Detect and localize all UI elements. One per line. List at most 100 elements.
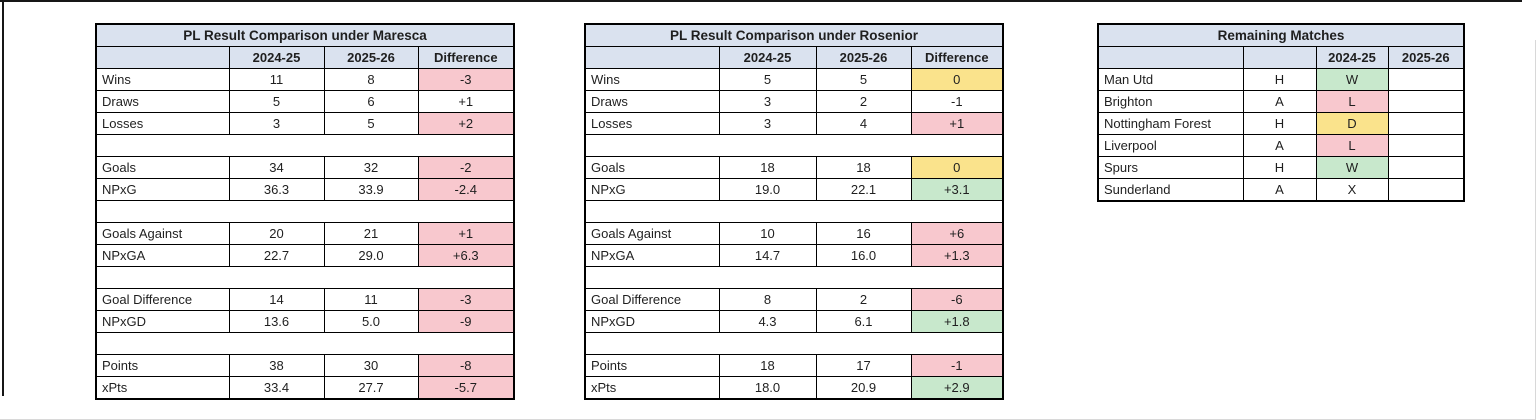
value-2025-26: 30: [323, 354, 419, 377]
table-row: Goals 34 32 -2: [95, 156, 515, 179]
value-2024-25: 20: [228, 222, 325, 245]
team-name: Sunderland: [1097, 178, 1244, 202]
team-name: Nottingham Forest: [1097, 112, 1244, 135]
result-2024-25: D: [1315, 112, 1389, 135]
table-row: Wins 11 8 -3: [95, 68, 515, 91]
difference-cell: -8: [417, 354, 515, 377]
value-2024-25: 18: [718, 156, 817, 179]
result-2025-26: [1387, 90, 1465, 113]
value-2025-26: 29.0: [323, 244, 419, 267]
value-2024-25: 3: [718, 90, 817, 113]
table-title: PL Result Comparison under Maresca: [95, 23, 515, 47]
value-2025-26: 11: [323, 288, 419, 311]
value-2025-26: 17: [815, 354, 912, 377]
table-row: NPxGD 13.6 5.0 -9: [95, 310, 515, 333]
row-label: Goal Difference: [95, 288, 230, 311]
column-header: 2025-26: [1387, 46, 1465, 69]
column-header: [95, 46, 230, 69]
result-2024-25: X: [1315, 178, 1389, 202]
value-2025-26: 33.9: [323, 178, 419, 201]
table-row: Goals Against 10 16 +6: [584, 222, 1004, 245]
remaining-matches-table: Remaining Matches 2024-25 2025-26 Man Utd H W…: [1097, 23, 1466, 202]
difference-cell: -2: [417, 156, 515, 179]
value-2024-25: 5: [228, 90, 325, 113]
frame-edge-top: [0, 0, 1522, 2]
result-2025-26: [1387, 134, 1465, 157]
value-2025-26: 8: [323, 68, 419, 91]
column-header-row: 2024-25 2025-26: [1097, 46, 1465, 69]
value-2024-25: 11: [228, 68, 325, 91]
difference-cell: -6: [910, 288, 1004, 311]
result-2024-25: W: [1315, 156, 1389, 179]
column-header: [1097, 46, 1244, 69]
column-header-row: 2024-25 2025-26 Difference: [95, 46, 515, 69]
value-2025-26: 4: [815, 112, 912, 135]
team-name: Spurs: [1097, 156, 1244, 179]
table-row: xPts 33.4 27.7 -5.7: [95, 376, 515, 400]
table-row: Sunderland A X: [1097, 178, 1465, 202]
row-label: Goals: [95, 156, 230, 179]
table-row: Draws 5 6 +1: [95, 90, 515, 113]
column-header: 2024-25: [228, 46, 325, 69]
table-row: Brighton A L: [1097, 90, 1465, 113]
table-row: Nottingham Forest H D: [1097, 112, 1465, 135]
difference-cell: +6: [910, 222, 1004, 245]
table-row: Spurs H W: [1097, 156, 1465, 179]
value-2024-25: 34: [228, 156, 325, 179]
value-2025-26: 27.7: [323, 376, 419, 400]
row-label: Losses: [95, 112, 230, 135]
row-label: Points: [95, 354, 230, 377]
row-label: Goals Against: [95, 222, 230, 245]
difference-cell: -1: [910, 90, 1004, 113]
difference-cell: -9: [417, 310, 515, 333]
row-label: NPxGD: [584, 310, 720, 333]
venue-cell: A: [1242, 90, 1317, 113]
venue-cell: H: [1242, 68, 1317, 91]
value-2025-26: 2: [815, 90, 912, 113]
difference-cell: -3: [417, 288, 515, 311]
table-row: Goals 18 18 0: [584, 156, 1004, 179]
result-2025-26: [1387, 156, 1465, 179]
value-2025-26: 6.1: [815, 310, 912, 333]
venue-cell: H: [1242, 156, 1317, 179]
spacer-row: [585, 333, 1003, 355]
table-title: Remaining Matches: [1097, 23, 1465, 47]
value-2025-26: 22.1: [815, 178, 912, 201]
value-2025-26: 5: [815, 68, 912, 91]
table-row: Points 18 17 -1: [584, 354, 1004, 377]
spacer-row: [96, 201, 514, 223]
rosenior-comparison-table: PL Result Comparison under Rosenior 2024-…: [584, 23, 1005, 400]
frame-edge-left: [2, 0, 4, 396]
value-2025-26: 32: [323, 156, 419, 179]
value-2025-26: 5: [323, 112, 419, 135]
value-2024-25: 14.7: [718, 244, 817, 267]
row-label: xPts: [584, 376, 720, 400]
row-label: Draws: [95, 90, 230, 113]
venue-cell: A: [1242, 134, 1317, 157]
table-row: Losses 3 4 +1: [584, 112, 1004, 135]
table-row: Goal Difference 14 11 -3: [95, 288, 515, 311]
table-row: NPxGD 4.3 6.1 +1.8: [584, 310, 1004, 333]
difference-cell: 0: [910, 68, 1004, 91]
maresca-comparison-table: PL Result Comparison under Maresca 2024-2…: [95, 23, 516, 400]
table-row: Draws 3 2 -1: [584, 90, 1004, 113]
value-2025-26: 21: [323, 222, 419, 245]
row-label: NPxG: [95, 178, 230, 201]
difference-cell: +6.3: [417, 244, 515, 267]
venue-cell: A: [1242, 178, 1317, 202]
value-2024-25: 3: [228, 112, 325, 135]
row-label: NPxGA: [584, 244, 720, 267]
table-row: Liverpool A L: [1097, 134, 1465, 157]
difference-cell: -3: [417, 68, 515, 91]
difference-cell: 0: [910, 156, 1004, 179]
difference-cell: -1: [910, 354, 1004, 377]
spacer-row: [585, 135, 1003, 157]
result-2025-26: [1387, 178, 1465, 202]
table-row: Points 38 30 -8: [95, 354, 515, 377]
team-name: Liverpool: [1097, 134, 1244, 157]
table-title: PL Result Comparison under Rosenior: [584, 23, 1004, 47]
row-label: Goals Against: [584, 222, 720, 245]
difference-cell: +1.3: [910, 244, 1004, 267]
value-2024-25: 19.0: [718, 178, 817, 201]
